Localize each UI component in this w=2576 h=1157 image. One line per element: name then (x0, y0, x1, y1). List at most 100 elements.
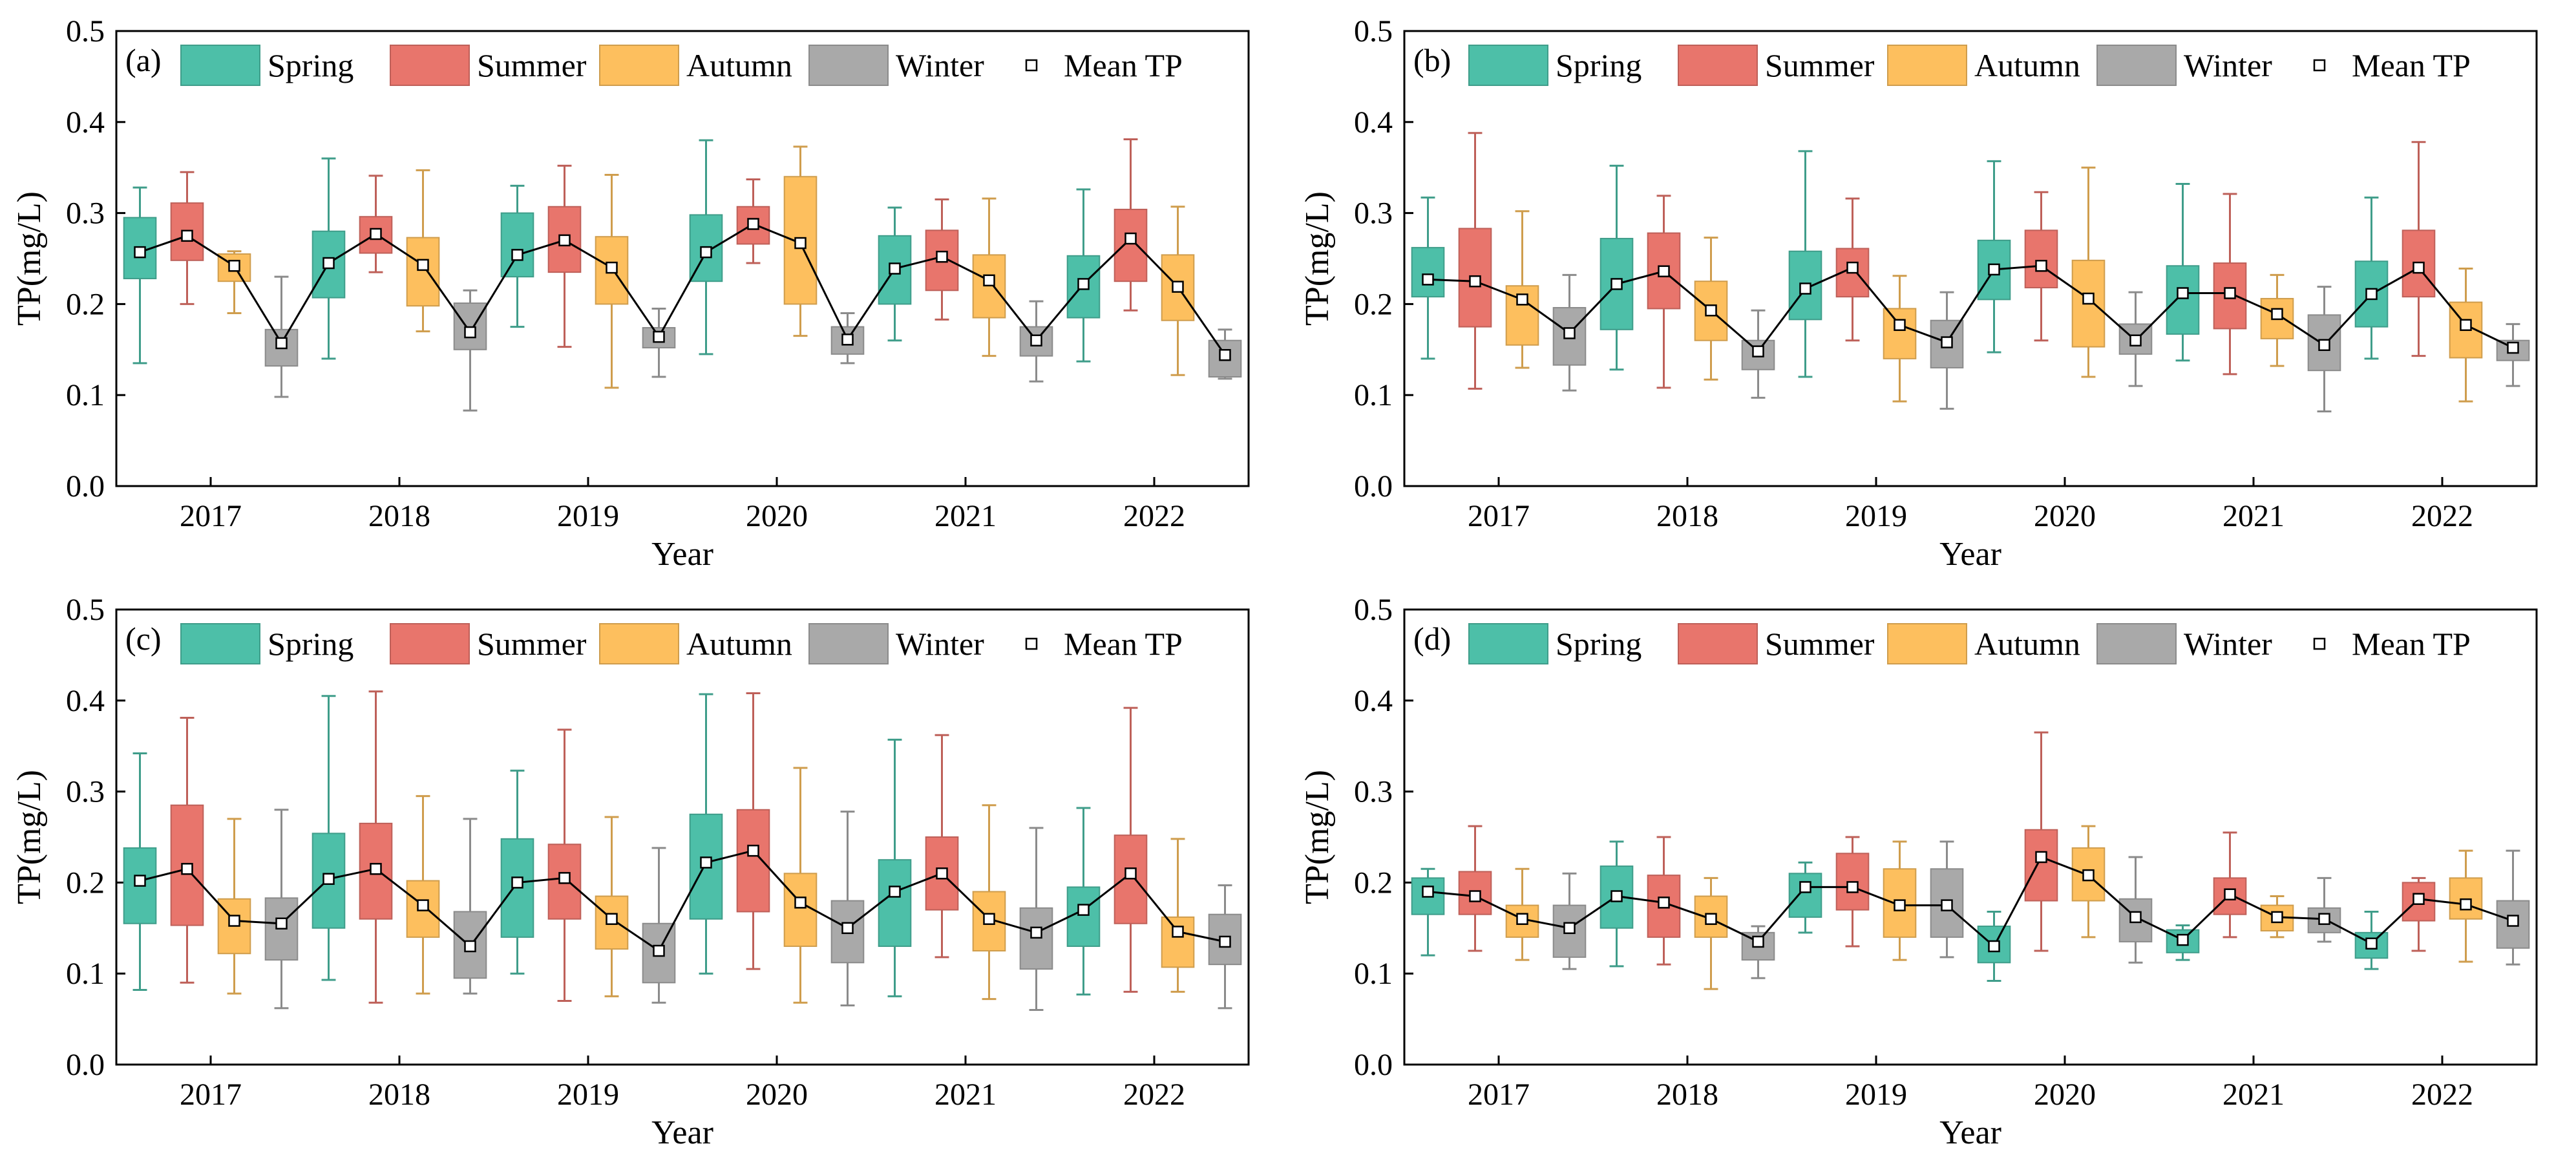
box-winter-2017 (264, 328, 299, 367)
box-spring-2019 (500, 212, 534, 278)
mean-tp-marker (2365, 288, 2378, 301)
y-tick-label: 0.0 (66, 1048, 105, 1082)
box-spring-2017 (1411, 247, 1445, 298)
chart-panel-b: 0.0 0.1 0.2 0.3 0.4 0.5 2017 2018 2019 2020 2021 20… (1299, 14, 2538, 573)
mean-tp-marker (747, 218, 759, 230)
legend-label: Summer (477, 47, 587, 83)
legend-label: Autumn (686, 47, 792, 83)
mean-tp-marker (2082, 869, 2095, 882)
legend-label: Autumn (1974, 626, 2080, 662)
mean-tp-marker (841, 922, 854, 935)
mean-tp-marker (1124, 232, 1137, 245)
mean-tp-marker (1988, 940, 2000, 953)
x-tick-label: 2022 (2411, 1077, 2473, 1112)
mean-tp-marker (889, 886, 901, 898)
mean-tp-marker (889, 262, 901, 275)
mean-tp-marker (2507, 915, 2519, 927)
mean-tp-marker (417, 259, 429, 271)
x-tick-label: 2022 (2411, 499, 2473, 533)
y-tick-label: 0.3 (1354, 775, 1393, 809)
y-tick-label: 0.1 (1354, 957, 1393, 991)
mean-tp-marker (1077, 904, 1090, 916)
mean-tp-marker (370, 228, 382, 240)
x-tick-label: 2021 (2222, 1077, 2285, 1112)
mean-tp-marker (1705, 913, 1717, 925)
x-tick-label: 2018 (1656, 499, 1718, 533)
mean-tp-marker (1516, 293, 1528, 306)
y-tick-label: 0.2 (66, 865, 105, 900)
mean-tp-marker (2271, 308, 2283, 321)
legend-swatch-summer (390, 623, 470, 664)
mean-tp-marker (1469, 890, 1481, 902)
mean-tp-marker (1030, 926, 1042, 939)
mean-tp-marker (1658, 897, 1670, 909)
legend-swatch-spring (1468, 623, 1548, 664)
mean-tp-marker (1941, 899, 1953, 911)
legend-label: Autumn (686, 626, 792, 662)
legend-label: Spring (268, 47, 354, 83)
mean-tp-line (1428, 264, 2514, 353)
mean-tp-marker (2129, 334, 2142, 346)
mean-tp-marker (1469, 275, 1481, 288)
mean-tp-marker (1563, 922, 1576, 935)
mean-tp-marker (1658, 265, 1670, 277)
box-spring-2021 (878, 859, 912, 947)
mean-tp-marker (558, 234, 571, 247)
legend-swatch-winter (808, 45, 889, 86)
mean-tp-marker (228, 260, 240, 272)
mean-tp-marker (1422, 273, 1434, 286)
y-tick-label: 0.5 (66, 593, 105, 627)
mean-tp-marker (181, 229, 193, 242)
y-axis-title: TP(mg/L) (11, 770, 48, 904)
mean-tp-marker (464, 940, 476, 953)
x-tick-label: 2017 (1468, 1077, 1530, 1112)
mean-tp-marker (1988, 263, 2000, 276)
mean-tp-marker (936, 250, 948, 263)
y-tick-label: 0.3 (1354, 196, 1393, 231)
y-tick-label: 0.1 (66, 378, 105, 412)
x-tick-label: 2019 (557, 1077, 619, 1112)
mean-tp-line (1428, 856, 2513, 948)
mean-tp-marker (2460, 319, 2472, 332)
y-tick-label: 0.5 (1354, 593, 1393, 627)
box-spring-2022 (2354, 260, 2389, 328)
box-summer-2020 (736, 809, 770, 913)
legend-label: Autumn (1974, 47, 2080, 83)
legend-label: Winter (2184, 47, 2272, 83)
plot-frame (1403, 608, 2538, 1066)
box-spring-2022 (1066, 886, 1101, 947)
legend-mean-tp-marker (2313, 637, 2326, 650)
legend-label: Mean TP (2352, 626, 2471, 662)
box-autumn-2022 (1161, 916, 1195, 968)
mean-tp-marker (1422, 886, 1434, 898)
mean-tp-marker (794, 897, 807, 909)
mean-tp-marker (1941, 336, 1953, 348)
legend-label: Mean TP (2352, 47, 2471, 83)
legend-label: Winter (2184, 626, 2272, 662)
mean-tp-line (140, 222, 1226, 356)
x-tick-label: 2021 (2222, 499, 2285, 533)
mean-tp-marker (1894, 319, 1906, 332)
box-winter-2022 (1208, 339, 1242, 378)
mean-tp-marker (1516, 913, 1528, 925)
y-tick-label: 0.5 (1354, 14, 1393, 48)
box-winter-2017 (1552, 904, 1587, 958)
legend-label: Spring (1556, 626, 1642, 662)
mean-tp-marker (511, 876, 523, 889)
mean-tp-marker (1610, 278, 1623, 290)
box-autumn-2019 (1883, 308, 1917, 359)
legend-label: Spring (268, 626, 354, 662)
mean-tp-line (140, 849, 1225, 953)
legend-swatch-spring (180, 45, 260, 86)
legend-label: Mean TP (1064, 626, 1183, 662)
box-autumn-2018 (406, 237, 440, 307)
mean-tp-marker (1030, 334, 1042, 346)
x-tick-label: 2018 (1656, 1077, 1718, 1112)
legend-label: Summer (1765, 47, 1875, 83)
y-tick-label: 0.2 (1354, 287, 1393, 321)
box-autumn-2020 (2071, 847, 2106, 902)
legend-label: Winter (896, 47, 984, 83)
x-tick-label: 2020 (2034, 1077, 2096, 1112)
x-tick-label: 2020 (746, 499, 808, 533)
x-tick-label: 2022 (1123, 499, 1185, 533)
